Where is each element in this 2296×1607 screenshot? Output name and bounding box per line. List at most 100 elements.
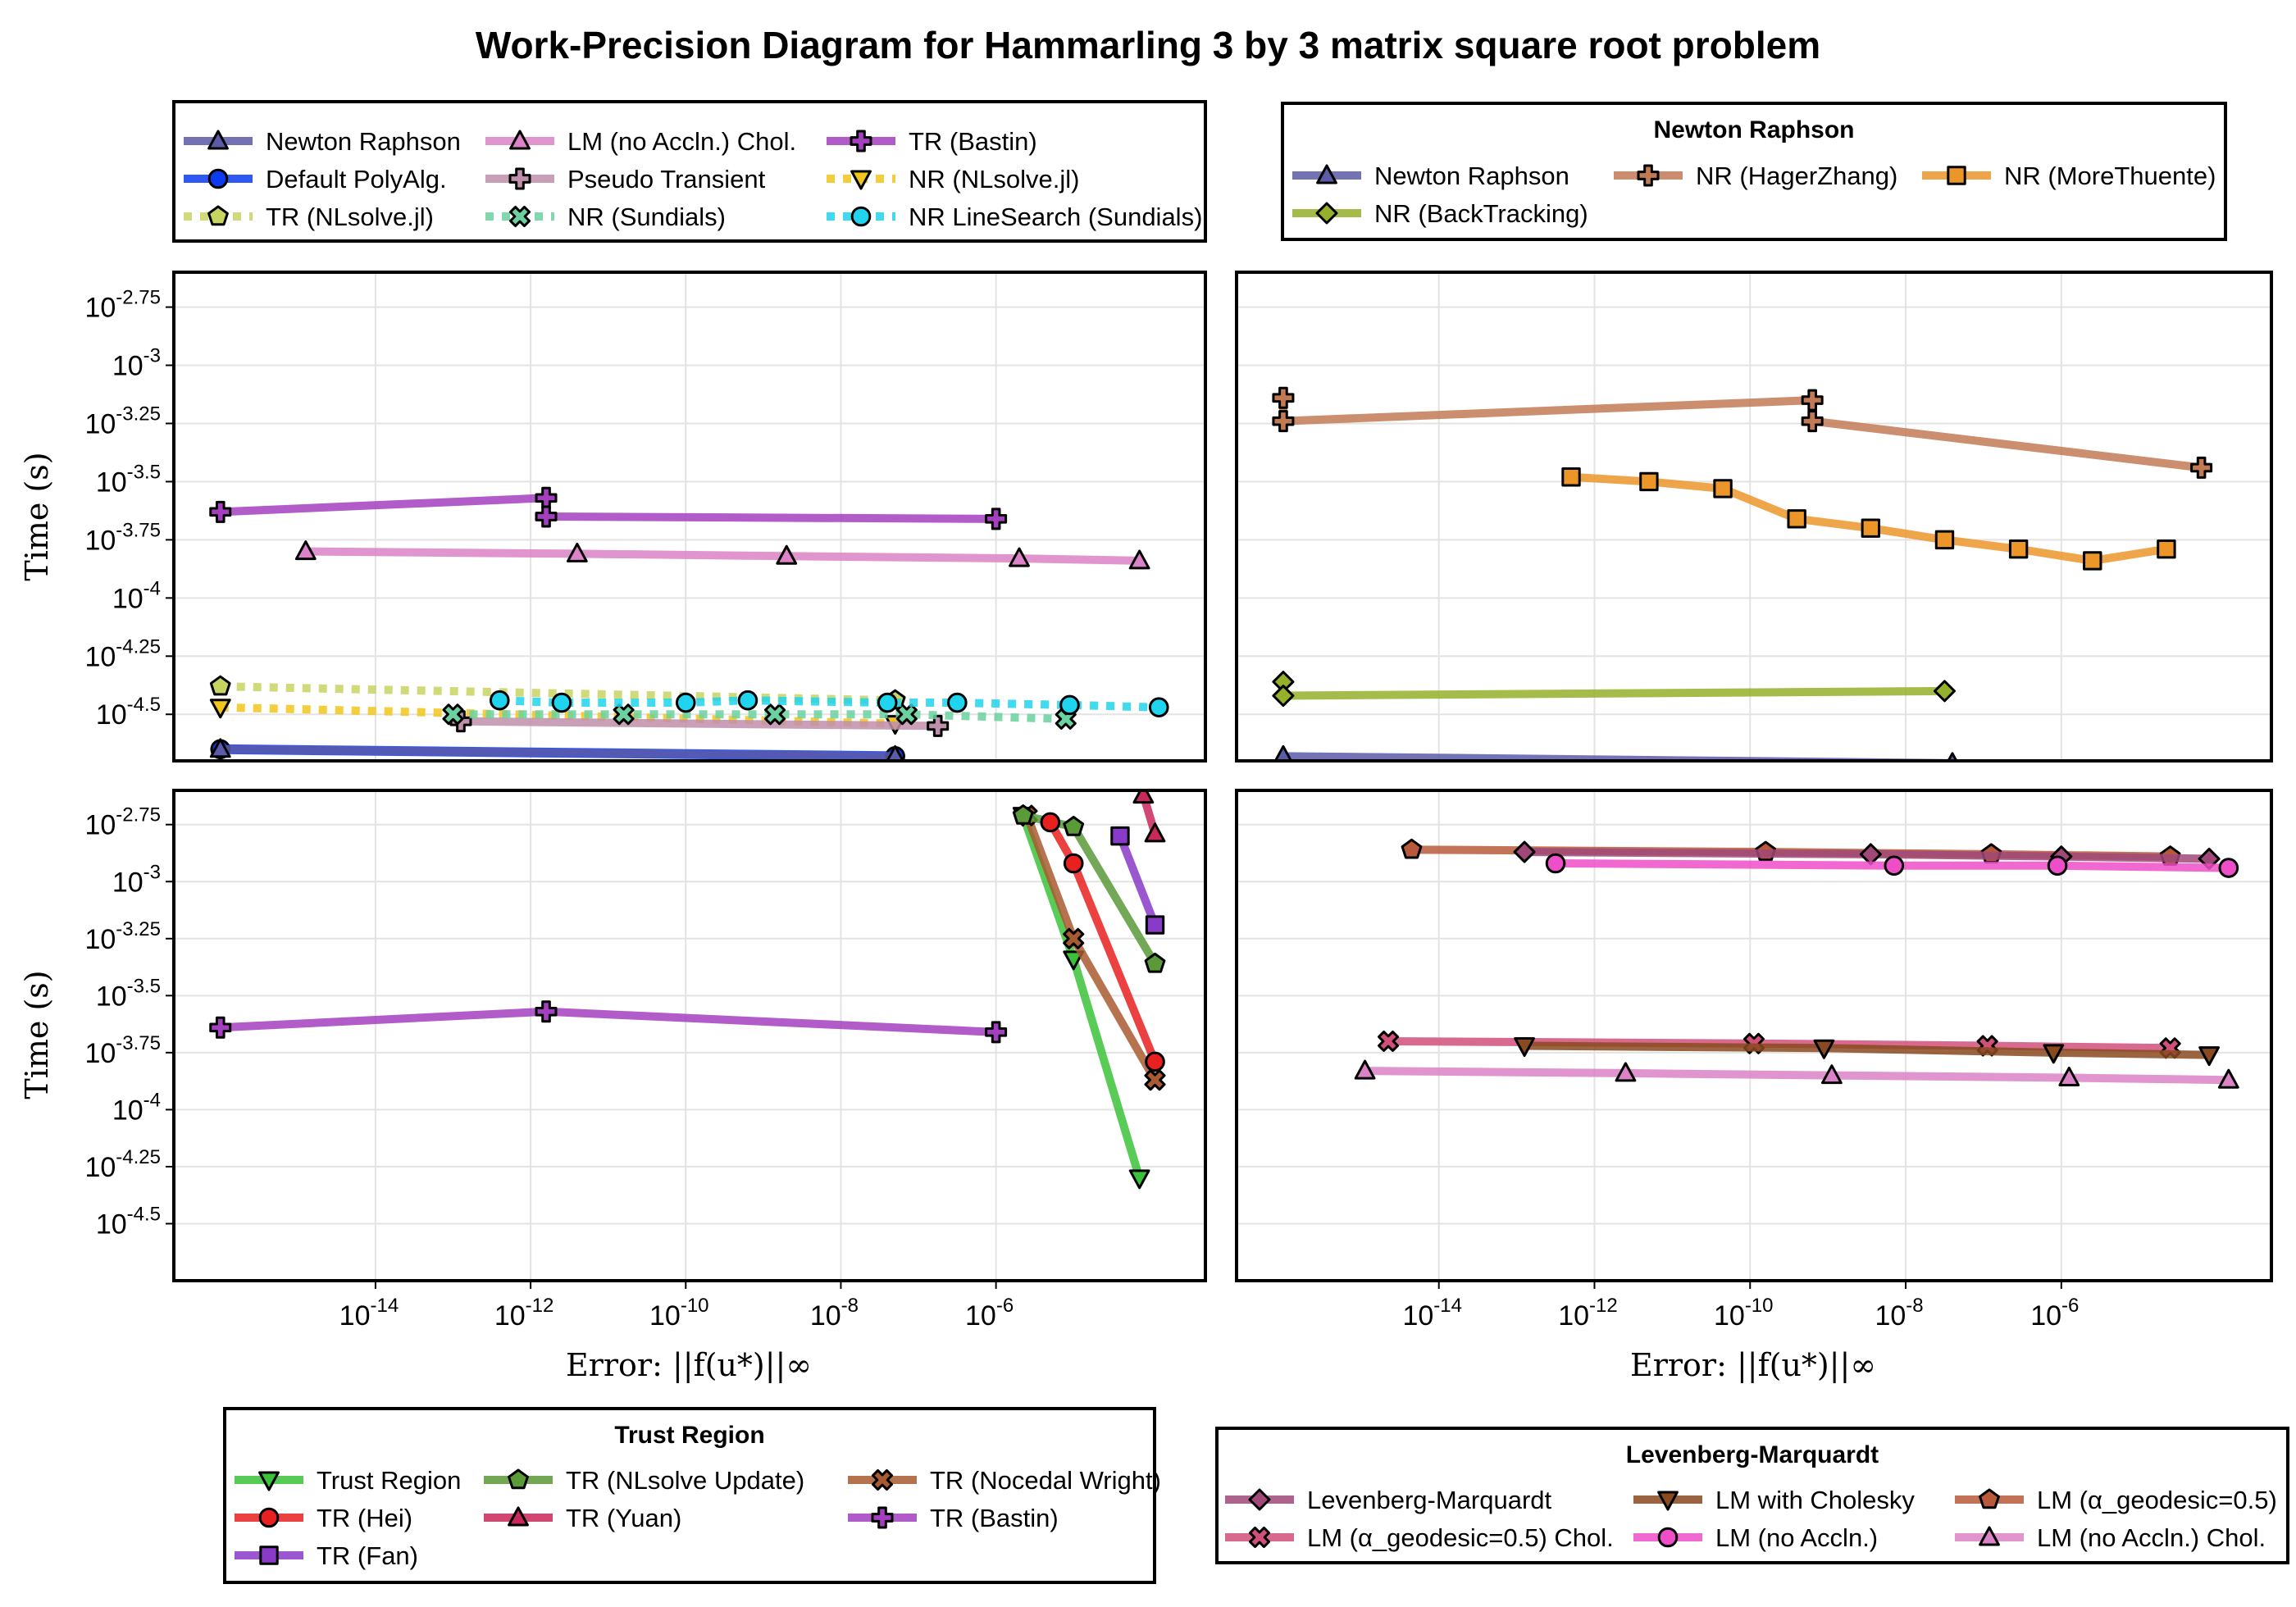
legend-swatch-marker [1979, 1526, 2000, 1546]
legend-entry-lm-no-accln: LM (no Accln.) [1633, 1523, 1878, 1552]
series-point [1128, 549, 1150, 570]
panel-bottom-right: 10-14 10-12 10-10 10-8 10-6 [1235, 789, 2273, 1332]
legend-label: NR (HagerZhang) [1696, 162, 1897, 190]
series-point [985, 508, 1008, 530]
legend-label: TR (NLsolve.jl) [266, 203, 434, 231]
legend-frame [223, 1407, 1156, 1584]
plot-area [174, 790, 1205, 1281]
panel-frame [172, 789, 1207, 1282]
series-point [566, 542, 588, 562]
x-axis-label-right: Error: ||f(u*)||∞ [1630, 1347, 1876, 1383]
figure-title: Work-Precision Diagram for Hammarling 3 … [475, 24, 1821, 66]
x-axis-label-left-text: Error: ||f(u*)||∞ [566, 1347, 812, 1383]
y-tick-label: 10-3 [112, 861, 161, 898]
legend-label: NR (MoreThuente) [2004, 162, 2216, 190]
series-point [1861, 518, 1881, 538]
y-axis-label-bottom-text: Time (s) [19, 970, 55, 1099]
series-point [1713, 479, 1733, 498]
legend-entry-trust-region: Trust Region [235, 1466, 461, 1495]
legend-label: TR (Nocedal Wright) [930, 1466, 1161, 1495]
legend-swatch-marker [1657, 1491, 1679, 1511]
series-point [209, 738, 231, 758]
legend-entry-newton-raphson: Newton Raphson [184, 127, 461, 156]
legend-entry-tr-nlsolve-update: TR (NLsolve Update) [484, 1466, 804, 1495]
x-axis-label-right-text: Error: ||f(u*)||∞ [1630, 1347, 1876, 1383]
legend-swatch-marker [1947, 166, 1966, 185]
legend-label: TR (Bastin) [930, 1504, 1059, 1532]
y-tick-label: 10-4.25 [84, 1146, 161, 1183]
series-point [1801, 389, 1824, 412]
legend-swatch-marker [871, 1506, 894, 1529]
legend-swatch-marker [1657, 1527, 1679, 1548]
series-point [489, 690, 510, 711]
legend-swatch-marker [508, 1468, 529, 1490]
series-point [927, 714, 950, 737]
series-point [1820, 1064, 1843, 1085]
series-point [1059, 694, 1080, 716]
series-point [1110, 826, 1130, 846]
x-tick-label: 10-10 [649, 1295, 709, 1332]
legend-main: Newton Raphson LM (no Accln.) Chol. TR (Ba… [172, 100, 1207, 243]
x-axis-label-left: Error: ||f(u*)||∞ [566, 1347, 812, 1383]
series-point [1813, 1039, 1835, 1059]
series-point [1144, 822, 1166, 843]
legend-title: Trust Region [614, 1422, 764, 1449]
x-tick-label: 10-14 [1402, 1295, 1462, 1332]
series-point [2198, 1046, 2220, 1067]
series-point [1545, 853, 1566, 874]
legend-swatch-marker [258, 1507, 280, 1528]
legend-label: LM (no Accln.) Chol. [567, 127, 796, 156]
legend-swatch-marker [1315, 202, 1338, 225]
series-nr-sundials [442, 703, 1077, 730]
legend-label: LM (α_geodesic=0.5) [2037, 1486, 2277, 1514]
legend-title: Levenberg-Marquardt [1626, 1441, 1879, 1468]
series-point [1144, 1069, 1166, 1091]
legend-label: Newton Raphson [1374, 162, 1569, 190]
series-point [1639, 471, 1659, 492]
legend-swatch-marker [1248, 1488, 1271, 1511]
series-point [2190, 456, 2213, 479]
series-point [1615, 1062, 1637, 1082]
legend-label: Newton Raphson [266, 127, 461, 156]
legend-label: LM (no Accln.) Chol. [2037, 1523, 2266, 1552]
legend-swatch-marker [509, 130, 531, 150]
series-point [1884, 855, 1905, 876]
x-tick-label: 10-8 [1875, 1295, 1923, 1332]
legend-label: TR (NLsolve Update) [566, 1466, 804, 1495]
series-line [1520, 1041, 2214, 1059]
legend-swatch-marker [850, 206, 872, 227]
panel-frame [1235, 271, 2273, 763]
series-point [1947, 752, 1958, 761]
series-line [456, 717, 942, 731]
series-point [2218, 858, 2239, 878]
y-tick-label: 10-4 [112, 577, 161, 614]
x-tick-label: 10-6 [965, 1295, 1014, 1332]
legend-swatch-marker [207, 130, 229, 150]
legend-entry-tr-bastin: TR (Bastin) [827, 127, 1037, 156]
series-point [764, 703, 786, 726]
series-group [1354, 838, 2239, 1089]
series-point [1009, 547, 1030, 567]
series-point [1513, 840, 1536, 863]
legend-swatch-marker [1637, 164, 1660, 187]
legend-entry-lm-with-cholesky: LM with Cholesky [1633, 1486, 1915, 1514]
series-point [1128, 1169, 1150, 1190]
series-tr-yuan [1132, 790, 1166, 843]
series-line [1551, 859, 2233, 872]
y-axis-label-bottom: Time (s) [19, 970, 55, 1099]
series-point [1012, 804, 1034, 825]
series-lm-no-accln-chol [1354, 1059, 2239, 1089]
legend-frame [1215, 1427, 2289, 1564]
series-nr-morethuente [1561, 467, 2176, 571]
series-tr-bastin [209, 1000, 1008, 1044]
series-point [1132, 790, 1155, 804]
legend-frame [1281, 102, 2227, 241]
legend-entry-newton-raphson: Newton Raphson [1292, 162, 1569, 190]
legend-frame [172, 100, 1207, 243]
legend-title: Newton Raphson [1654, 116, 1855, 143]
legend-label: TR (Bastin) [909, 127, 1037, 156]
series-point [2058, 1066, 2080, 1086]
y-tick-label: 10-2.75 [84, 287, 161, 324]
series-tr-nlsolve-update [1012, 804, 1166, 973]
